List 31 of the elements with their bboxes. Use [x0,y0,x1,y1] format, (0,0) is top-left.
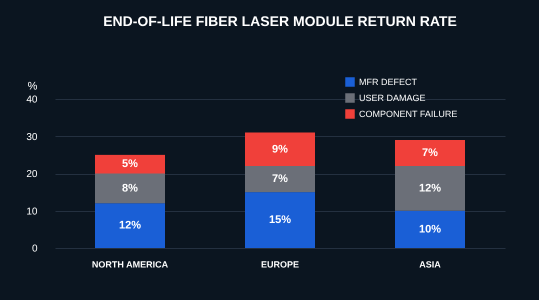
legend-label: MFR DEFECT [359,77,418,87]
x-tick-label: EUROPE [260,260,300,270]
y-tick-label: 30 [26,132,38,143]
bar [95,174,165,204]
y-axis-title: % [28,80,38,92]
data-label: 15% [268,214,292,226]
data-label: 10% [418,223,442,236]
data-label: 12% [418,182,442,194]
data-label: 7% [422,147,438,160]
x-tick-label: NORTH AMERICA [92,260,169,270]
bar [95,203,165,248]
data-label: 5% [122,158,138,170]
y-tick-label: 20 [26,169,38,180]
data-label: 7% [272,173,288,186]
legend-label: COMPONENT FAILURE [359,109,458,119]
bar [245,192,315,248]
y-tick-label: 40 [26,94,38,106]
bar [95,154,165,174]
chart-title: END-OF-LIFE FIBER LASER MODULE RETURN RATE [103,13,457,29]
data-label: 9% [272,143,288,156]
bar [245,132,315,166]
legend-label: USER DAMAGE [359,93,426,103]
y-tick-label: 0 [32,244,38,254]
bar [245,166,315,192]
bar [395,140,465,166]
data-label: 8% [122,182,138,194]
bar [395,210,465,248]
bar [395,166,465,211]
x-tick-label: ASIA [419,260,442,270]
y-tick-label: 10 [26,206,38,218]
data-label: 12% [118,220,142,232]
